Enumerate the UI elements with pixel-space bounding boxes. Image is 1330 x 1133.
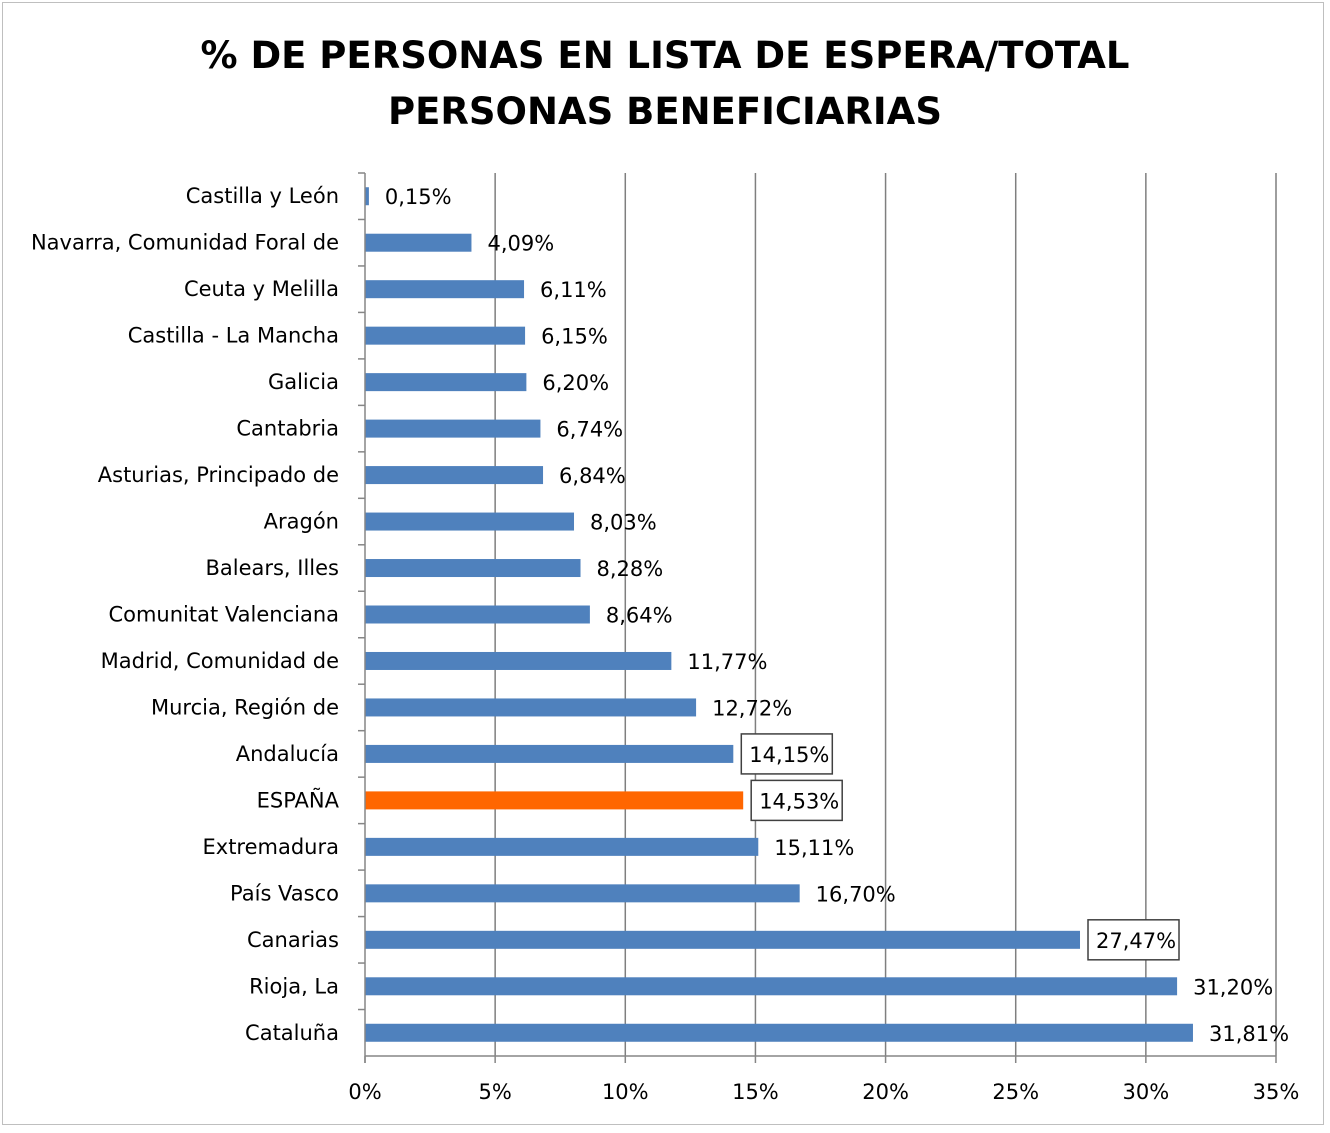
data-label: 15,11% bbox=[774, 836, 854, 860]
data-label: 14,15% bbox=[749, 743, 829, 767]
bar bbox=[365, 698, 697, 717]
category-label: Asturias, Principado de bbox=[98, 463, 339, 487]
category-label: ESPAÑA bbox=[257, 786, 340, 812]
data-label: 8,64% bbox=[606, 604, 673, 628]
bar bbox=[365, 651, 672, 670]
category-label: Extremadura bbox=[203, 835, 340, 859]
category-label: Rioja, La bbox=[249, 974, 339, 998]
bar bbox=[365, 187, 369, 206]
bar bbox=[365, 466, 544, 485]
data-label-box bbox=[750, 779, 843, 822]
data-label: 0,15% bbox=[385, 185, 452, 209]
axes bbox=[358, 172, 1277, 1063]
gridlines bbox=[494, 173, 1277, 1056]
category-label: Murcia, Región de bbox=[151, 695, 339, 719]
data-label: 4,09% bbox=[487, 232, 554, 256]
x-tick-label: 10% bbox=[602, 1080, 649, 1104]
data-label: 6,11% bbox=[540, 278, 607, 302]
data-label: 31,20% bbox=[1193, 975, 1273, 999]
data-label: 6,15% bbox=[541, 325, 608, 349]
category-label: Navarra, Comunidad Foral de bbox=[31, 231, 339, 255]
data-labels: 0,15% 4,09% 6,11% 6,15% 6,20% 6,74% 6,84% 8,03%… bbox=[385, 185, 1289, 1046]
data-label: 12,72% bbox=[712, 696, 792, 720]
bars bbox=[365, 187, 1193, 1042]
x-tick-label: 5% bbox=[478, 1080, 511, 1104]
x-tick-label: 15% bbox=[732, 1080, 779, 1104]
category-label: Galicia bbox=[268, 370, 339, 394]
data-label: 27,47% bbox=[1096, 929, 1176, 953]
bar bbox=[365, 977, 1178, 996]
category-labels: Castilla y León Navarra, Comunidad Foral … bbox=[31, 184, 340, 1045]
chart-title-line-2: PERSONAS BENEFICIARIAS bbox=[388, 90, 942, 133]
category-label: Cataluña bbox=[245, 1021, 339, 1045]
data-label: 14,53% bbox=[759, 789, 839, 813]
category-label: Andalucía bbox=[236, 742, 339, 766]
bar bbox=[365, 744, 734, 763]
bar bbox=[365, 373, 527, 392]
bar bbox=[365, 419, 541, 438]
x-tick-label: 20% bbox=[862, 1080, 909, 1104]
x-tick-labels: 0% 5% 10% 15% 20% 25% 30% 35% bbox=[348, 1080, 1299, 1104]
bar bbox=[365, 233, 472, 252]
bar bbox=[365, 605, 590, 624]
category-label: Balears, Illes bbox=[205, 556, 339, 580]
bar bbox=[365, 326, 526, 345]
x-tick-label: 0% bbox=[348, 1080, 381, 1104]
category-label: Castilla - La Mancha bbox=[128, 324, 339, 348]
data-label: 6,84% bbox=[559, 464, 626, 488]
data-label: 31,81% bbox=[1209, 1022, 1289, 1046]
category-label: Comunitat Valenciana bbox=[108, 603, 339, 627]
data-label: 16,70% bbox=[816, 882, 896, 906]
data-label: 6,74% bbox=[556, 418, 623, 442]
bar bbox=[365, 837, 759, 856]
category-label: Aragón bbox=[264, 510, 339, 534]
x-tick-label: 35% bbox=[1253, 1080, 1300, 1104]
data-label: 8,28% bbox=[597, 557, 664, 581]
category-label: Canarias bbox=[247, 928, 339, 952]
data-label: 6,20% bbox=[542, 371, 609, 395]
chart-title: % DE PERSONAS EN LISTA DE ESPERA/TOTAL P… bbox=[0, 28, 1330, 140]
x-tick-label: 30% bbox=[1123, 1080, 1170, 1104]
category-label: Cantabria bbox=[236, 417, 339, 441]
chart-title-line-1: % DE PERSONAS EN LISTA DE ESPERA/TOTAL bbox=[200, 34, 1130, 77]
category-label: Madrid, Comunidad de bbox=[101, 649, 339, 673]
category-label: País Vasco bbox=[230, 881, 339, 905]
bar bbox=[365, 930, 1081, 949]
bar bbox=[365, 280, 525, 299]
bar bbox=[365, 559, 581, 578]
data-label: 11,77% bbox=[687, 650, 767, 674]
category-label: Castilla y León bbox=[186, 184, 339, 208]
category-label: Ceuta y Melilla bbox=[184, 277, 339, 301]
bar bbox=[365, 791, 744, 810]
data-label-box bbox=[740, 733, 834, 775]
data-label-box bbox=[1087, 919, 1180, 961]
bar bbox=[365, 1023, 1193, 1042]
data-label: 8,03% bbox=[590, 511, 657, 535]
bar bbox=[365, 512, 575, 531]
bar bbox=[365, 884, 800, 903]
x-tick-label: 25% bbox=[992, 1080, 1039, 1104]
